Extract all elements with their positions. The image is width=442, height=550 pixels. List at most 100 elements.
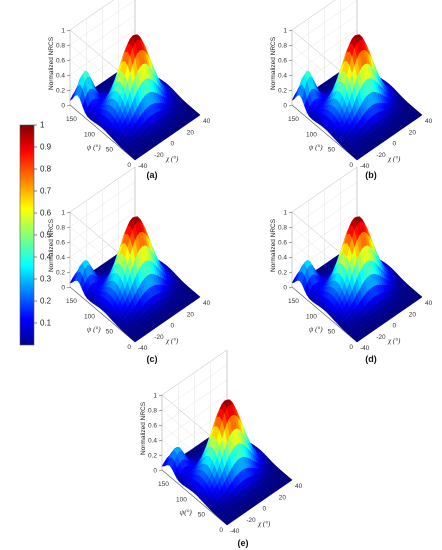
panel-caption: (e) bbox=[238, 538, 249, 548]
psi-axis-label: ψ (°) bbox=[309, 325, 323, 333]
psi-axis-label: ψ (°) bbox=[309, 143, 323, 151]
surface-mesh bbox=[291, 216, 423, 343]
psi-tick-label: 150 bbox=[288, 116, 299, 123]
z-tick-label: 1 bbox=[153, 393, 157, 400]
chi-tick-label: -20 bbox=[154, 152, 164, 159]
chi-tick-label: -20 bbox=[154, 334, 164, 341]
z-tick-label: 0 bbox=[283, 103, 287, 110]
chi-tick-label: 40 bbox=[203, 300, 211, 307]
chi-tick-label: 20 bbox=[409, 311, 417, 318]
z-tick-label: 0.8 bbox=[56, 225, 65, 232]
chi-tick-label: 40 bbox=[425, 300, 433, 307]
psi-axis-label: ψ(°) bbox=[180, 508, 192, 516]
chi-tick-label: 20 bbox=[187, 311, 195, 318]
psi-tick-label: 0 bbox=[219, 527, 223, 534]
z-tick-label: 0.6 bbox=[56, 58, 65, 65]
z-tick-label: 0 bbox=[61, 285, 65, 292]
z-tick-label: 1 bbox=[283, 28, 287, 35]
surface-plot-e: 0 0.2 0.4 0.6 0.8 1 Normalized NRCS 150 100 50 0 ψ(… bbox=[140, 349, 303, 535]
chi-tick-label: 20 bbox=[409, 129, 417, 136]
psi-tick-label: 0 bbox=[349, 162, 353, 169]
chi-axis-ticks: -40 -20 0 20 40 bbox=[360, 300, 433, 352]
z-axis-label: Normalized NRCS bbox=[48, 218, 55, 272]
surface-mesh bbox=[291, 34, 423, 161]
chi-tick-label: 0 bbox=[171, 323, 175, 330]
z-tick-label: 0.8 bbox=[278, 225, 287, 232]
psi-axis-ticks: 150 100 50 0 bbox=[288, 298, 353, 351]
z-tick-label: 0.4 bbox=[148, 438, 157, 445]
surface-mesh bbox=[161, 399, 293, 526]
colorbar: 1 0.9 0.8 0.7 0.6 0.5 0.4 0.3 0.2 0.1 bbox=[19, 121, 52, 346]
z-axis-ticks: 0 0.2 0.4 0.6 0.8 1 bbox=[278, 210, 293, 292]
z-tick-label: 1 bbox=[61, 28, 65, 35]
z-tick-label: 0.6 bbox=[278, 58, 287, 65]
psi-tick-label: 100 bbox=[306, 313, 317, 320]
chi-tick-label: 40 bbox=[425, 118, 433, 125]
surface-mesh bbox=[69, 216, 201, 343]
chi-axis-ticks: -40 -20 0 20 40 bbox=[360, 118, 433, 170]
chi-axis-label: χ (°) bbox=[387, 155, 401, 163]
psi-tick-label: 100 bbox=[176, 496, 187, 503]
chi-tick-label: 40 bbox=[295, 483, 303, 490]
chi-tick-label: -40 bbox=[230, 528, 240, 535]
psi-axis-ticks: 150 100 50 0 bbox=[288, 116, 353, 169]
psi-tick-label: 0 bbox=[127, 344, 131, 351]
z-tick-label: 0.8 bbox=[278, 43, 287, 50]
z-tick-label: 0.8 bbox=[56, 43, 65, 50]
z-tick-label: 0.2 bbox=[56, 270, 65, 277]
chi-axis-label: χ (°) bbox=[165, 155, 179, 163]
chi-axis-label: χ (°) bbox=[387, 337, 401, 345]
psi-tick-label: 100 bbox=[84, 131, 95, 138]
chi-tick-label: 0 bbox=[263, 506, 267, 513]
z-tick-label: 0.4 bbox=[56, 73, 65, 80]
chi-tick-label: 0 bbox=[171, 141, 175, 148]
z-axis-ticks: 0 0.2 0.4 0.6 0.8 1 bbox=[278, 28, 293, 110]
psi-tick-label: 100 bbox=[84, 313, 95, 320]
psi-axis-label: ψ (°) bbox=[87, 325, 101, 333]
psi-tick-label: 50 bbox=[106, 329, 114, 336]
z-axis-label: Normalized NRCS bbox=[270, 218, 277, 272]
z-axis-ticks: 0 0.2 0.4 0.6 0.8 1 bbox=[56, 210, 71, 292]
z-axis-ticks: 0 0.2 0.4 0.6 0.8 1 bbox=[148, 393, 163, 475]
chi-tick-label: -20 bbox=[376, 334, 386, 341]
surface-plot-b: 0 0.2 0.4 0.6 0.8 1 Normalized NRCS 150 100 50 0 ψ … bbox=[270, 0, 433, 170]
colorbar-tick-label: 0.4 bbox=[40, 253, 52, 262]
z-axis-label: Normalized NRCS bbox=[270, 36, 277, 90]
surface-plot-d: 0 0.2 0.4 0.6 0.8 1 Normalized NRCS 150 100 50 0 ψ … bbox=[270, 166, 433, 352]
z-tick-label: 0.6 bbox=[56, 240, 65, 247]
psi-axis-ticks: 150 100 50 0 bbox=[158, 481, 223, 534]
colorbar-gradient bbox=[19, 124, 35, 346]
chi-axis-ticks: -40 -20 0 20 40 bbox=[138, 118, 211, 170]
psi-tick-label: 50 bbox=[106, 147, 114, 154]
chi-tick-label: -40 bbox=[138, 345, 148, 352]
chi-tick-label: 0 bbox=[393, 323, 397, 330]
z-tick-label: 0.4 bbox=[278, 255, 287, 262]
colorbar-tick-label: 0.9 bbox=[40, 143, 52, 152]
psi-axis-label: ψ (°) bbox=[87, 143, 101, 151]
z-axis-ticks: 0 0.2 0.4 0.6 0.8 1 bbox=[56, 28, 71, 110]
psi-tick-label: 0 bbox=[127, 162, 131, 169]
z-tick-label: 0.8 bbox=[148, 408, 157, 415]
z-tick-label: 0.4 bbox=[56, 255, 65, 262]
z-tick-label: 0.2 bbox=[278, 270, 287, 277]
z-tick-label: 1 bbox=[61, 210, 65, 217]
panel-caption: (a) bbox=[147, 170, 158, 180]
z-tick-label: 0.2 bbox=[278, 88, 287, 95]
colorbar-ticks: 1 0.9 0.8 0.7 0.6 0.5 0.4 0.3 0.2 0.1 bbox=[34, 121, 52, 328]
chi-tick-label: 20 bbox=[279, 494, 287, 501]
chi-tick-label: -40 bbox=[360, 163, 370, 170]
surface-plot-a: 0 0.2 0.4 0.6 0.8 1 Normalized NRCS 150 100 50 0 ψ … bbox=[48, 0, 211, 170]
z-tick-label: 0.2 bbox=[56, 88, 65, 95]
chi-tick-label: -40 bbox=[360, 345, 370, 352]
colorbar-tick-label: 0.5 bbox=[40, 231, 52, 240]
surface-plot-c: 0 0.2 0.4 0.6 0.8 1 Normalized NRCS 150 100 50 0 ψ … bbox=[48, 166, 211, 352]
z-tick-label: 0.4 bbox=[278, 73, 287, 80]
chi-axis-label: χ (°) bbox=[257, 520, 271, 528]
z-axis-label: Normalized NRCS bbox=[48, 36, 55, 90]
psi-tick-label: 150 bbox=[66, 116, 77, 123]
z-tick-label: 0 bbox=[61, 103, 65, 110]
chi-tick-label: 40 bbox=[203, 118, 211, 125]
colorbar-tick-label: 0.3 bbox=[40, 275, 52, 284]
colorbar-tick-label: 1 bbox=[40, 121, 45, 130]
panel-caption: (d) bbox=[365, 354, 377, 364]
